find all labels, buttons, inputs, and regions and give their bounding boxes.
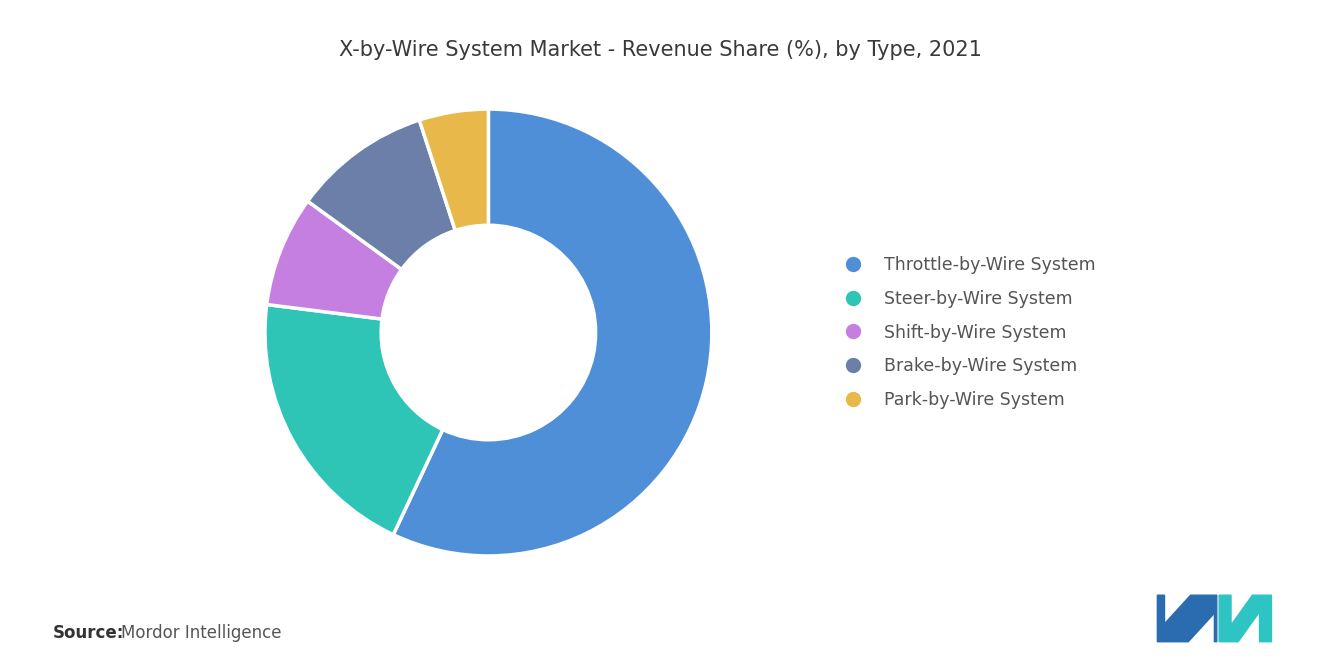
Text: Source:: Source: <box>53 624 124 642</box>
Text: Mordor Intelligence: Mordor Intelligence <box>121 624 282 642</box>
Legend: Throttle-by-Wire System, Steer-by-Wire System, Shift-by-Wire System, Brake-by-Wi: Throttle-by-Wire System, Steer-by-Wire S… <box>828 247 1105 418</box>
Wedge shape <box>420 109 488 231</box>
Polygon shape <box>1220 595 1271 642</box>
Wedge shape <box>265 305 442 535</box>
Wedge shape <box>393 109 711 556</box>
Text: X-by-Wire System Market - Revenue Share (%), by Type, 2021: X-by-Wire System Market - Revenue Share … <box>338 40 982 60</box>
Wedge shape <box>267 201 401 319</box>
Polygon shape <box>1158 595 1217 642</box>
Wedge shape <box>308 120 455 269</box>
